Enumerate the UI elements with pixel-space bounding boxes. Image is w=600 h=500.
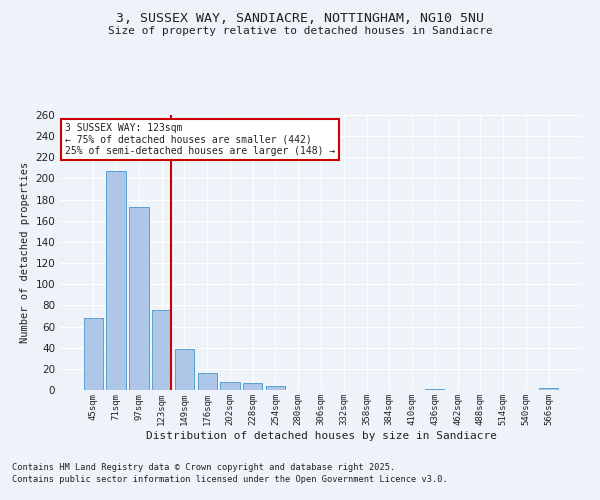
Bar (152, 310, 172, 390)
Text: 3 SUSSEX WAY: 123sqm
← 75% of detached houses are smaller (442)
25% of semi-deta: 3 SUSSEX WAY: 123sqm ← 75% of detached h… (65, 123, 335, 156)
Y-axis label: Number of detached properties: Number of detached properties (20, 162, 30, 343)
Bar (539, 388, 558, 390)
Bar (266, 386, 285, 390)
Bar (129, 207, 149, 390)
Text: Contains public sector information licensed under the Open Government Licence v3: Contains public sector information licen… (12, 475, 448, 484)
Text: Size of property relative to detached houses in Sandiacre: Size of property relative to detached ho… (107, 26, 493, 36)
Bar (197, 373, 217, 390)
Bar (425, 389, 445, 390)
X-axis label: Distribution of detached houses by size in Sandiacre: Distribution of detached houses by size … (146, 430, 497, 440)
Bar (106, 171, 126, 390)
Bar (243, 382, 262, 390)
Text: Contains HM Land Registry data © Crown copyright and database right 2025.: Contains HM Land Registry data © Crown c… (12, 464, 395, 472)
Bar (220, 382, 239, 390)
Text: 3, SUSSEX WAY, SANDIACRE, NOTTINGHAM, NG10 5NU: 3, SUSSEX WAY, SANDIACRE, NOTTINGHAM, NG… (116, 12, 484, 26)
Bar (84, 318, 103, 390)
Bar (175, 349, 194, 390)
